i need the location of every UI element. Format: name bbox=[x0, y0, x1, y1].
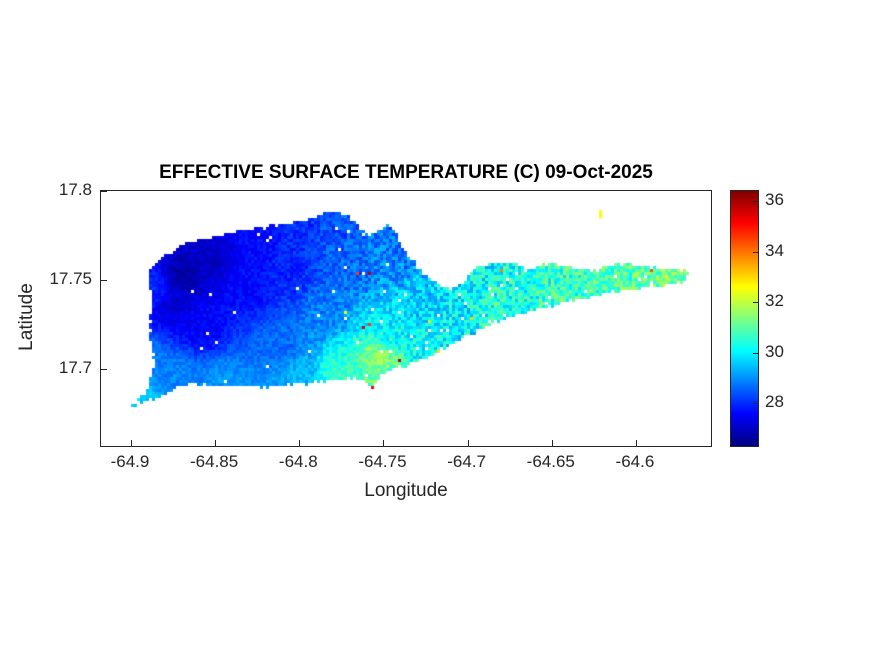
colorbar-tick-mark bbox=[753, 403, 758, 405]
colorbar-tick-label: 28 bbox=[765, 392, 784, 412]
x-tick-mark bbox=[299, 440, 301, 446]
x-axis-label: Longitude bbox=[364, 480, 448, 501]
x-tick-label: -64.8 bbox=[278, 452, 318, 471]
colorbar-tick-label: 36 bbox=[765, 190, 784, 210]
x-tick-mark bbox=[383, 440, 385, 446]
colorbar-tick-label: 30 bbox=[765, 341, 784, 361]
x-tick-label: -64.7 bbox=[447, 452, 486, 471]
colorbar-tick-mark bbox=[753, 201, 758, 203]
colorbar bbox=[730, 190, 759, 447]
colorbar-tick-mark bbox=[753, 251, 758, 253]
x-tick-mark bbox=[130, 440, 132, 446]
y-tick-mark bbox=[101, 279, 107, 281]
y-tick-label: 17.8 bbox=[58, 180, 92, 199]
x-tick-mark bbox=[551, 440, 553, 446]
x-tick-mark bbox=[635, 440, 637, 446]
y-tick-label: 17.7 bbox=[58, 357, 92, 377]
y-tick-label: 17.75 bbox=[49, 268, 92, 288]
plot-area bbox=[100, 190, 712, 447]
colorbar-tick-label: 34 bbox=[765, 240, 784, 260]
x-tick-label: -64.85 bbox=[190, 452, 239, 471]
y-tick-mark bbox=[101, 191, 107, 192]
x-tick-label: -64.65 bbox=[526, 452, 575, 471]
x-tick-label: -64.9 bbox=[110, 452, 150, 471]
heatmap-canvas bbox=[101, 191, 711, 446]
colorbar-tick-label: 32 bbox=[765, 291, 784, 311]
x-tick-label: -64.75 bbox=[358, 452, 407, 471]
y-tick-mark bbox=[101, 368, 107, 370]
colorbar-gradient-canvas bbox=[731, 191, 758, 446]
x-tick-mark bbox=[215, 440, 217, 446]
x-tick-label: -64.6 bbox=[615, 452, 655, 471]
x-tick-mark bbox=[467, 440, 469, 446]
colorbar-tick-mark bbox=[753, 352, 758, 354]
y-axis-label: Latitude bbox=[16, 283, 37, 351]
chart-title: EFFECTIVE SURFACE TEMPERATURE (C) 09-Oct… bbox=[159, 162, 653, 183]
colorbar-tick-mark bbox=[753, 302, 758, 304]
